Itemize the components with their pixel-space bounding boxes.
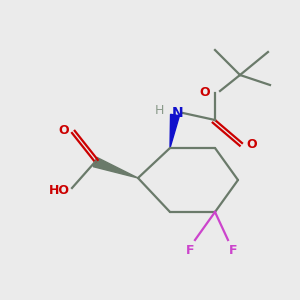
Text: O: O [59,124,69,137]
Polygon shape [170,114,179,148]
Text: F: F [186,244,194,256]
Text: H: H [154,104,164,118]
Polygon shape [93,157,138,178]
Text: O: O [247,139,257,152]
Text: HO: HO [49,184,70,196]
Text: F: F [229,244,237,256]
Text: O: O [200,85,210,98]
Text: N: N [172,106,184,120]
